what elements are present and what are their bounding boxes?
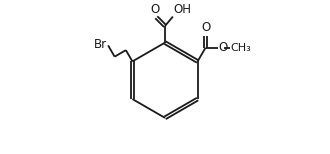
Text: CH₃: CH₃ (230, 43, 251, 53)
Text: O: O (201, 21, 210, 34)
Text: O: O (218, 41, 228, 54)
Text: O: O (150, 3, 159, 16)
Text: OH: OH (174, 3, 192, 16)
Text: Br: Br (93, 38, 107, 51)
